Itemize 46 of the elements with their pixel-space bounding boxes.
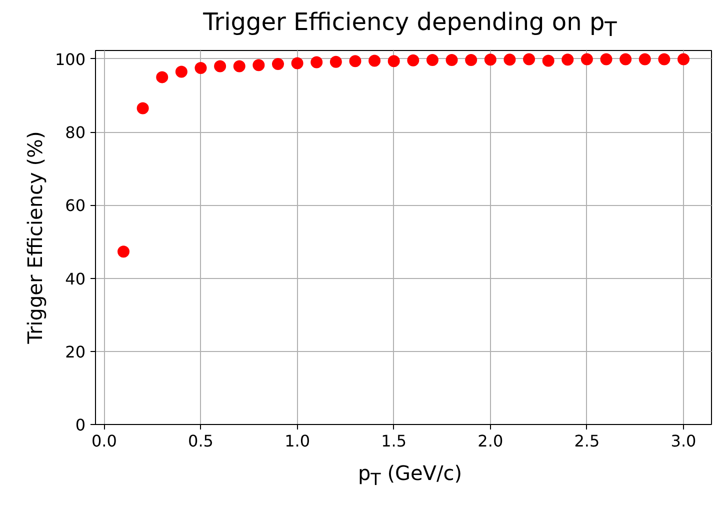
point (638, 53, 651, 66)
point (620, 53, 632, 66)
point (542, 54, 554, 67)
point (562, 54, 574, 66)
point (194, 62, 207, 74)
point (580, 53, 593, 66)
y-axis-title: Trigger Efficiency (%) (22, 131, 47, 345)
y-tick-label: 40 (65, 269, 86, 288)
point (484, 54, 496, 66)
point (426, 54, 438, 66)
chart-title: Trigger Efficiency depending on p$_{T}$ (203, 7, 617, 43)
point (175, 66, 188, 78)
point (600, 53, 612, 66)
point (233, 60, 246, 72)
point (388, 55, 400, 68)
x-tick-label: 3.0 (670, 432, 696, 450)
x-tick-label: 0.0 (91, 432, 117, 450)
point (678, 53, 690, 66)
point (368, 54, 381, 67)
point (156, 71, 168, 84)
point (272, 58, 284, 70)
x-tick-label: 0.5 (188, 432, 214, 450)
point (407, 54, 420, 66)
x-tick-label: 2.5 (574, 432, 600, 450)
x-tick-label: 2.0 (478, 432, 504, 450)
point (330, 56, 342, 68)
y-tick-label: 100 (54, 50, 86, 69)
point (310, 56, 323, 68)
point (136, 102, 149, 114)
y-tick-label: 20 (65, 342, 86, 362)
x-axis-title: p$_{T}$ (GeV/c) (358, 460, 462, 491)
x-tick-label: 1.5 (381, 432, 407, 450)
point (349, 55, 362, 68)
y-tick-label: 0 (75, 416, 86, 434)
y-tick-label: 60 (65, 196, 86, 216)
y-tick-label: 80 (65, 123, 86, 142)
point (118, 246, 130, 258)
point (214, 60, 226, 72)
point (504, 54, 516, 66)
x-tick-label: 1.0 (284, 432, 310, 450)
point (446, 54, 458, 66)
point (252, 59, 265, 72)
point (523, 53, 536, 66)
point (658, 53, 670, 66)
point (465, 54, 478, 66)
point (291, 57, 304, 70)
